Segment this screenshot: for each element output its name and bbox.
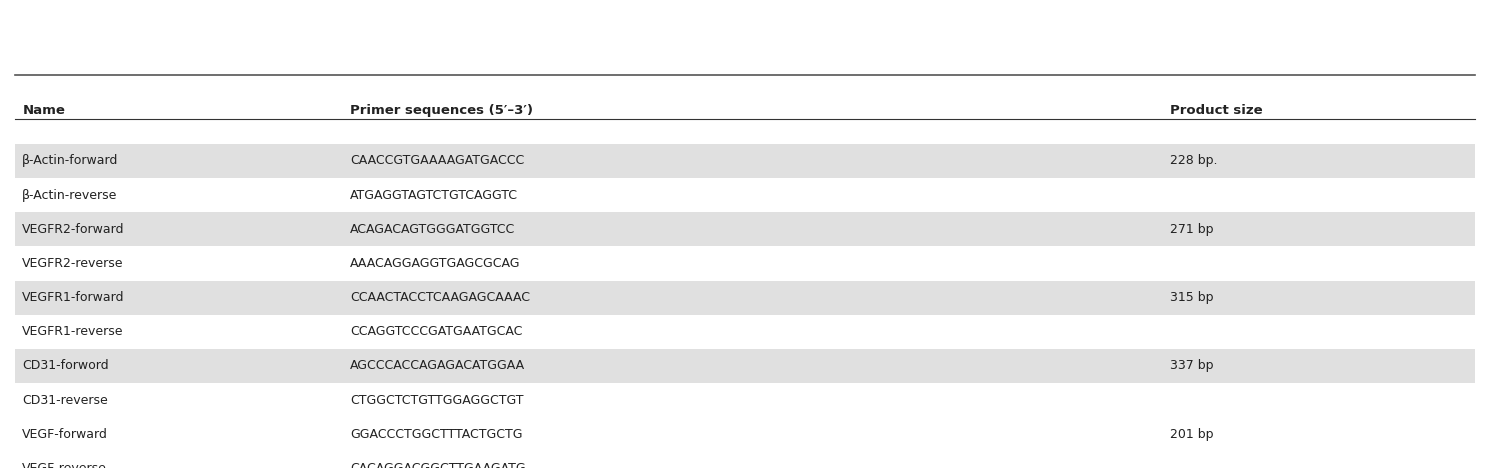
Text: CCAACTACCTCAAGAGCAAAC: CCAACTACCTCAAGAGCAAAC: [350, 291, 530, 304]
Text: CAACCGTGAAAAGATGACCC: CAACCGTGAAAAGATGACCC: [350, 154, 524, 168]
Text: CTGGCTCTGTTGGAGGCTGT: CTGGCTCTGTTGGAGGCTGT: [350, 394, 523, 407]
FancyBboxPatch shape: [15, 280, 1475, 314]
FancyBboxPatch shape: [15, 349, 1475, 383]
Text: Name: Name: [22, 104, 66, 117]
FancyBboxPatch shape: [15, 144, 1475, 178]
Text: CACAGGACGGCTTGAAGATG: CACAGGACGGCTTGAAGATG: [350, 462, 526, 468]
Text: CD31-forword: CD31-forword: [22, 359, 109, 373]
Text: ACAGACAGTGGGATGGTCC: ACAGACAGTGGGATGGTCC: [350, 223, 516, 236]
Text: VEGF-forward: VEGF-forward: [22, 428, 109, 441]
Text: ATGAGGTAGTCTGTCAGGTC: ATGAGGTAGTCTGTCAGGTC: [350, 189, 519, 202]
Text: 271 bp: 271 bp: [1170, 223, 1213, 236]
Text: 315 bp: 315 bp: [1170, 291, 1213, 304]
Text: VEGFR1-forward: VEGFR1-forward: [22, 291, 125, 304]
Text: β-Actin-forward: β-Actin-forward: [22, 154, 119, 168]
Text: Primer sequences (5′–3′): Primer sequences (5′–3′): [350, 104, 533, 117]
Text: GGACCCTGGCTTTACTGCTG: GGACCCTGGCTTTACTGCTG: [350, 428, 523, 441]
Text: CD31-reverse: CD31-reverse: [22, 394, 109, 407]
FancyBboxPatch shape: [15, 314, 1475, 349]
Text: CCAGGTCCCGATGAATGCAC: CCAGGTCCCGATGAATGCAC: [350, 325, 523, 338]
Text: VEGF-reverse: VEGF-reverse: [22, 462, 107, 468]
Text: AAACAGGAGGTGAGCGCAG: AAACAGGAGGTGAGCGCAG: [350, 257, 520, 270]
Text: 201 bp: 201 bp: [1170, 428, 1213, 441]
FancyBboxPatch shape: [15, 417, 1475, 452]
FancyBboxPatch shape: [15, 178, 1475, 212]
Text: VEGFR2-reverse: VEGFR2-reverse: [22, 257, 124, 270]
FancyBboxPatch shape: [15, 246, 1475, 280]
Text: VEGFR2-forward: VEGFR2-forward: [22, 223, 125, 236]
FancyBboxPatch shape: [15, 212, 1475, 246]
Text: Product size: Product size: [1170, 104, 1262, 117]
FancyBboxPatch shape: [15, 383, 1475, 417]
FancyBboxPatch shape: [15, 452, 1475, 468]
Text: 337 bp: 337 bp: [1170, 359, 1213, 373]
Text: 228 bp.: 228 bp.: [1170, 154, 1217, 168]
Text: VEGFR1-reverse: VEGFR1-reverse: [22, 325, 124, 338]
Text: β-Actin-reverse: β-Actin-reverse: [22, 189, 118, 202]
Text: AGCCCACCAGAGACATGGAA: AGCCCACCAGAGACATGGAA: [350, 359, 526, 373]
